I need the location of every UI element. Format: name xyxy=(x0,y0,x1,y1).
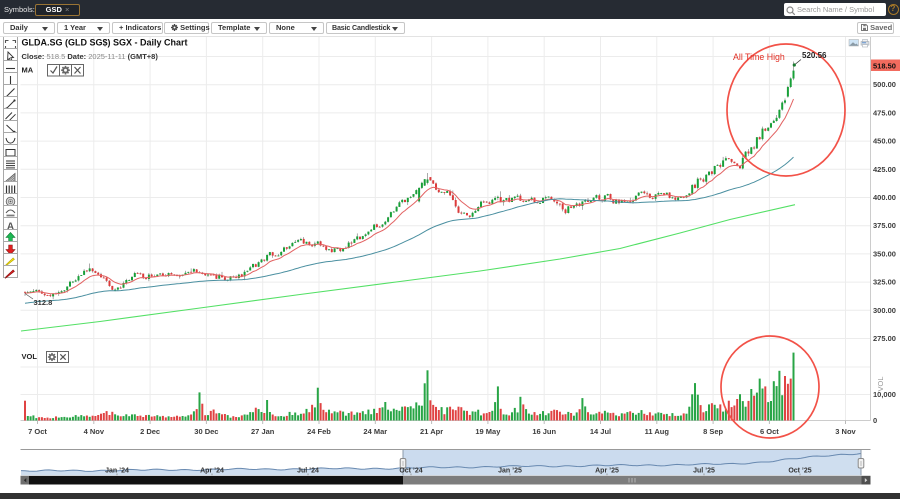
svg-text:MA: MA xyxy=(22,66,34,75)
svg-text:312.8: 312.8 xyxy=(34,298,53,307)
svg-text:500.00: 500.00 xyxy=(873,80,896,89)
svg-text:2 Dec: 2 Dec xyxy=(140,427,160,436)
svg-text:Jan ’25: Jan ’25 xyxy=(498,468,522,475)
svg-text:30 Dec: 30 Dec xyxy=(194,427,218,436)
svg-text:Oct ’25: Oct ’25 xyxy=(788,468,811,475)
svg-text:Oct ’24: Oct ’24 xyxy=(399,468,422,475)
svg-text:375.00: 375.00 xyxy=(873,221,896,230)
svg-text:24 Feb: 24 Feb xyxy=(307,427,331,436)
svg-text:300.00: 300.00 xyxy=(873,306,896,315)
svg-text:7 Oct: 7 Oct xyxy=(28,427,47,436)
svg-text:325.00: 325.00 xyxy=(873,278,896,287)
svg-text:425.00: 425.00 xyxy=(873,165,896,174)
svg-text:VOL: VOL xyxy=(22,352,38,361)
svg-text:24 Mar: 24 Mar xyxy=(363,427,387,436)
svg-text:0: 0 xyxy=(873,416,877,425)
svg-text:Close: 518.5 Date: 2025-11-11: Close: 518.5 Date: 2025-11-11 (GMT+8) xyxy=(22,52,159,61)
svg-text:14 Jul: 14 Jul xyxy=(590,427,611,436)
svg-text:VOL: VOL xyxy=(876,376,885,391)
svg-text:400.00: 400.00 xyxy=(873,193,896,202)
svg-text:A: A xyxy=(6,221,13,231)
svg-text:GLDA.SG (GLD SG$) SGX - Daily: GLDA.SG (GLD SG$) SGX - Daily Chart xyxy=(22,38,188,48)
svg-text:275.00: 275.00 xyxy=(873,334,896,343)
svg-text:350.00: 350.00 xyxy=(873,249,896,258)
svg-text:Jan ’24: Jan ’24 xyxy=(105,468,129,475)
svg-text:450.00: 450.00 xyxy=(873,137,896,146)
svg-text:19 May: 19 May xyxy=(475,427,501,436)
svg-text:All Time High: All Time High xyxy=(733,52,785,62)
svg-text:11 Aug: 11 Aug xyxy=(645,427,670,436)
svg-text:Jul ’25: Jul ’25 xyxy=(693,468,715,475)
svg-text:520.56: 520.56 xyxy=(802,51,827,60)
svg-text:Apr ’24: Apr ’24 xyxy=(200,468,224,475)
svg-text:4 Nov: 4 Nov xyxy=(84,427,105,436)
svg-text:3 Nov: 3 Nov xyxy=(835,427,856,436)
svg-text:27 Jan: 27 Jan xyxy=(251,427,275,436)
svg-text:Apr ’25: Apr ’25 xyxy=(595,468,619,475)
svg-text:6 Oct: 6 Oct xyxy=(760,427,779,436)
svg-text:475.00: 475.00 xyxy=(873,108,896,117)
svg-text:16 Jun: 16 Jun xyxy=(532,427,556,436)
svg-text:8 Sep: 8 Sep xyxy=(703,427,723,436)
svg-text:Jul ’24: Jul ’24 xyxy=(297,468,319,475)
svg-text:10,000: 10,000 xyxy=(873,390,896,399)
svg-text:21 Apr: 21 Apr xyxy=(420,427,443,436)
svg-text:518.50: 518.50 xyxy=(873,62,896,71)
